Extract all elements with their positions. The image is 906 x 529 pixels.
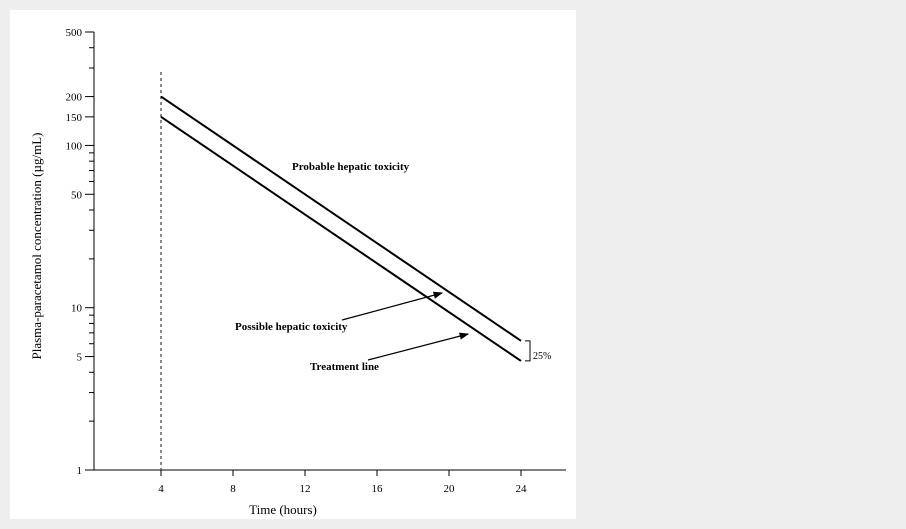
- treatment-line-arrow: [367, 332, 470, 361]
- series-line-2: [160, 116, 522, 362]
- axes-group: 1 5 10 50 100 150 200 500 4 8 12 16 20 24: [66, 27, 566, 495]
- chart-panel: 1 5 10 50 100 150 200 500 4 8 12 16 20 24 Probable he…: [10, 10, 576, 519]
- x-tick-label: 16: [372, 483, 384, 495]
- y-tick-label: 150: [66, 112, 83, 124]
- y-tick-label: 500: [66, 27, 83, 39]
- y-tick-label: 200: [66, 92, 83, 104]
- x-tick-label: 12: [300, 483, 311, 495]
- treatment-line-label: Treatment line: [310, 361, 379, 373]
- y-axis-title: Plasma-paracetamol concentration (µg/mL): [29, 133, 44, 360]
- x-tick-label: 24: [516, 483, 528, 495]
- y-tick-label: 5: [77, 352, 83, 364]
- possible-toxicity-arrow: [341, 291, 444, 321]
- probable-toxicity-label: Probable hepatic toxicity: [292, 161, 410, 173]
- x-tick-label: 8: [230, 483, 236, 495]
- annotations-group: Probable hepatic toxicity Possible hepat…: [29, 133, 551, 517]
- series-line-1: [160, 95, 522, 342]
- percent-bracket-label: 25%: [533, 351, 551, 362]
- x-axis-title: Time (hours): [249, 502, 317, 517]
- y-tick-label: 100: [66, 140, 83, 152]
- y-tick-label: 1: [77, 465, 83, 477]
- nomogram-chart: 1 5 10 50 100 150 200 500 4 8 12 16 20 24 Probable he…: [29, 27, 566, 517]
- series-group: [160, 72, 522, 470]
- y-tick-label: 10: [71, 303, 83, 315]
- x-tick-label: 20: [444, 483, 456, 495]
- possible-toxicity-label: Possible hepatic toxicity: [235, 321, 348, 333]
- y-tick-label: 50: [71, 189, 83, 201]
- x-tick-label: 4: [158, 483, 164, 495]
- percent-bracket: [525, 340, 531, 362]
